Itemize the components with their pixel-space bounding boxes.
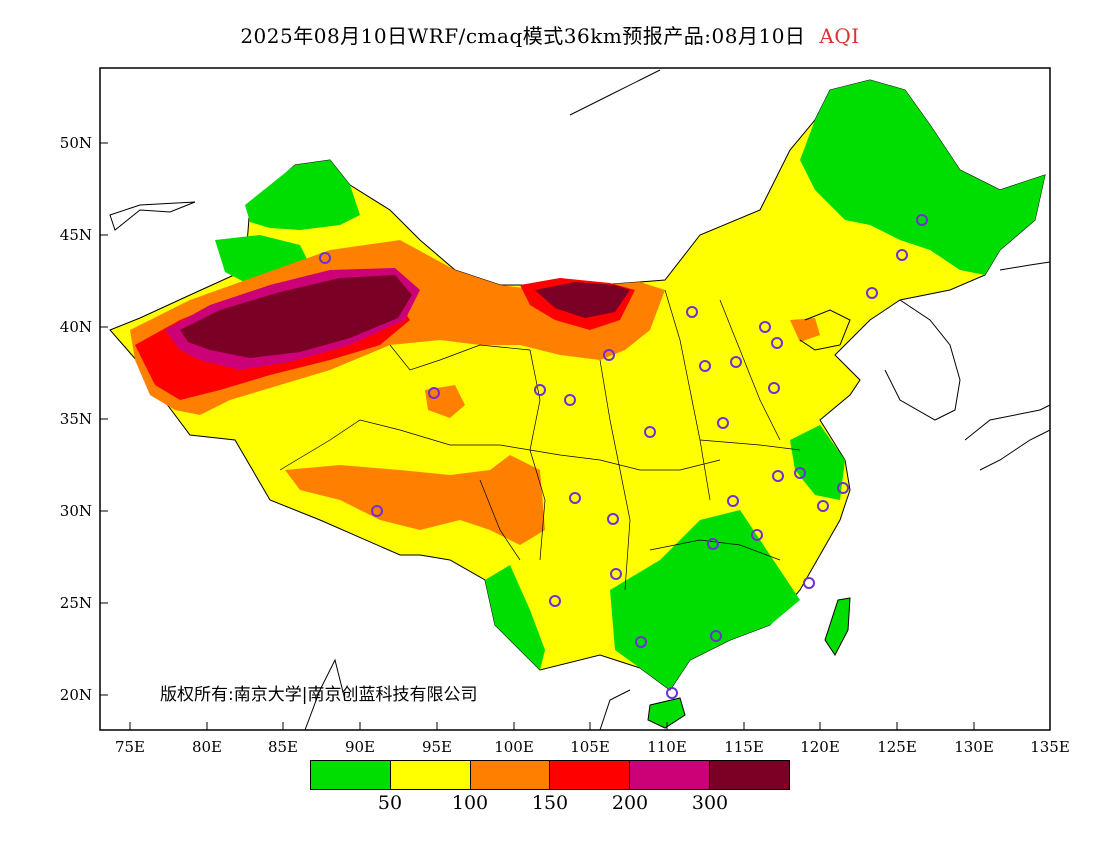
- map-fill: [109, 79, 1046, 729]
- station-marker: [644, 426, 656, 438]
- station-marker: [817, 500, 829, 512]
- station-marker: [699, 360, 711, 372]
- station-marker: [794, 467, 806, 479]
- station-marker: [772, 470, 784, 482]
- station-marker: [751, 529, 763, 541]
- legend-swatch: [311, 761, 391, 789]
- good-hainan: [647, 697, 686, 729]
- lon-tick-label: 130E: [954, 738, 994, 756]
- lon-tick-label: 125E: [877, 738, 917, 756]
- station-marker: [710, 630, 722, 642]
- lat-tick-label: 20N: [60, 686, 92, 704]
- japan-coast: [964, 404, 1051, 471]
- lon-tick-label: 115E: [724, 738, 764, 756]
- station-marker: [866, 287, 878, 299]
- japan-north: [999, 261, 1051, 271]
- lat-tick-label: 30N: [60, 502, 92, 520]
- station-marker: [759, 321, 771, 333]
- lat-tick-label: 35N: [60, 410, 92, 428]
- lat-tick-label: 50N: [60, 134, 92, 152]
- good-southwest: [485, 565, 545, 670]
- legend-threshold-label: 150: [531, 792, 569, 814]
- legend-threshold-label: 300: [691, 792, 729, 814]
- station-marker: [916, 214, 928, 226]
- color-legend: [310, 760, 790, 790]
- lon-tick-label: 110E: [647, 738, 687, 756]
- hazardous-badain: [535, 282, 630, 318]
- province-boundaries: [279, 289, 801, 591]
- legend-swatch: [710, 761, 789, 789]
- good-south: [610, 510, 800, 690]
- station-marker: [837, 482, 849, 494]
- station-marker: [666, 687, 678, 699]
- lon-tick-label: 100E: [494, 738, 534, 756]
- station-marker: [686, 306, 698, 318]
- lon-tick-label: 80E: [192, 738, 222, 756]
- station-marker: [717, 417, 729, 429]
- lon-tick-label: 75E: [115, 738, 145, 756]
- indochina-coast: [304, 658, 631, 731]
- variable-label: AQI: [819, 24, 860, 48]
- lon-axis-labels: 75E 80E 85E 90E 95E 100E 105E 110E 115E …: [115, 738, 1070, 756]
- title-text: 2025年08月10日WRF/cmaq模式36km预报产品:08月10日: [240, 24, 806, 48]
- station-marker: [707, 538, 719, 550]
- station-marker: [635, 636, 647, 648]
- lat-tick-label: 25N: [60, 594, 92, 612]
- usg-tibet: [285, 455, 545, 545]
- copyright-text: 版权所有:南京大学|南京创蓝科技有限公司: [160, 685, 478, 705]
- station-marker: [564, 394, 576, 406]
- station-marker: [727, 495, 739, 507]
- hazardous-taklimakan: [180, 275, 412, 358]
- station-marker: [569, 492, 581, 504]
- sakhalin: [569, 69, 661, 116]
- station-marker: [428, 387, 440, 399]
- lon-tick-label: 120E: [800, 738, 840, 756]
- korea-coast: [884, 299, 961, 421]
- station-marker: [730, 356, 742, 368]
- lon-tick-label: 90E: [345, 738, 375, 756]
- good-taiwan: [824, 597, 851, 656]
- station-marker: [549, 595, 561, 607]
- good-southeast: [790, 425, 845, 500]
- lat-tick-label: 45N: [60, 226, 92, 244]
- lon-tick-label: 135E: [1030, 738, 1070, 756]
- map-title: 2025年08月10日WRF/cmaq模式36km预报产品:08月10日 AQI: [0, 20, 1100, 49]
- station-marker: [371, 505, 383, 517]
- good-northwest: [245, 160, 360, 230]
- axis-ticks: [100, 142, 1051, 730]
- good-northeast: [800, 80, 1045, 275]
- legend-threshold-label: 100: [451, 792, 489, 814]
- station-markers: [319, 214, 928, 699]
- station-marker: [534, 384, 546, 396]
- legend-swatch: [390, 761, 471, 789]
- usg-spot-2: [790, 318, 820, 342]
- lon-tick-label: 85E: [268, 738, 298, 756]
- station-marker: [607, 513, 619, 525]
- legend-threshold-label: 200: [611, 792, 649, 814]
- station-marker: [896, 249, 908, 261]
- station-marker: [803, 577, 815, 589]
- coastlines: [109, 69, 1051, 731]
- bohai-coast: [799, 309, 851, 351]
- lat-axis-labels: 50N 45N 40N 35N 30N 25N 20N: [60, 134, 92, 704]
- legend-swatch: [550, 761, 631, 789]
- lat-tick-label: 40N: [60, 318, 92, 336]
- kazakh-border: [109, 201, 196, 231]
- station-marker: [771, 337, 783, 349]
- legend-swatch: [630, 761, 711, 789]
- legend-threshold-label: 50: [377, 792, 403, 814]
- lon-tick-label: 95E: [422, 738, 452, 756]
- station-marker: [768, 382, 780, 394]
- station-marker: [610, 568, 622, 580]
- usg-spot-1: [425, 385, 465, 418]
- lon-tick-label: 105E: [570, 738, 610, 756]
- station-marker: [603, 349, 615, 361]
- station-marker: [319, 252, 331, 264]
- legend-swatch: [470, 761, 551, 789]
